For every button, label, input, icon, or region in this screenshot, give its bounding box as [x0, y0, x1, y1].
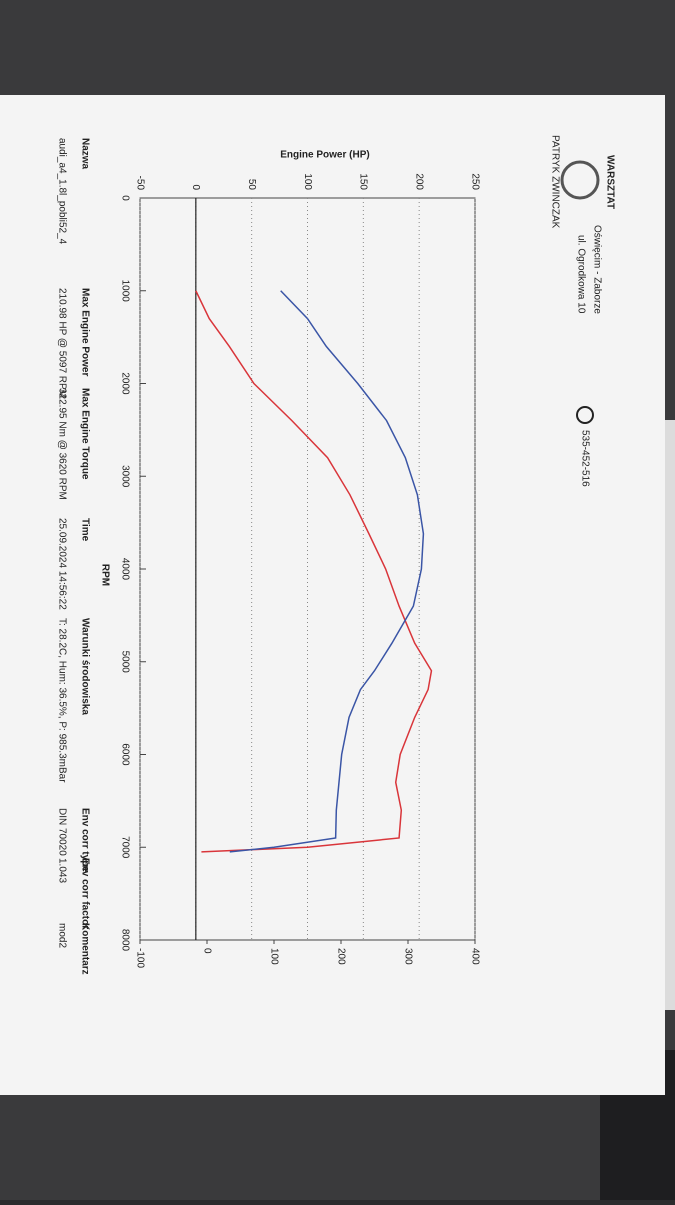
sheet	[0, 95, 665, 1095]
info-value: 25.09.2024 14:56:22	[56, 518, 67, 610]
x-tick-label: 7000	[119, 836, 130, 859]
y2-tick-label: 100	[268, 948, 279, 965]
y-tick-label: 200	[414, 173, 425, 190]
x-tick-label: 3000	[119, 465, 130, 488]
info-header: Time	[79, 518, 90, 542]
y2-tick-label: 0	[201, 948, 212, 954]
info-value: 210.98 HP @ 5097 RPM	[56, 288, 67, 398]
y-axis-title: Engine Power (HP)	[280, 150, 369, 161]
info-header: Komentarz	[79, 923, 90, 975]
y2-tick-label: -100	[134, 948, 145, 968]
y-tick-label: 50	[246, 179, 257, 191]
x-tick-label: 1000	[119, 280, 130, 303]
logo-owner: PATRYK ZWINCZAK	[549, 135, 560, 229]
info-header: Max Engine Power	[79, 288, 90, 376]
y2-tick-label: 200	[335, 948, 346, 965]
x-tick-label: 8000	[119, 929, 130, 952]
x-axis-title: RPM	[99, 564, 110, 586]
paper: WARSZTAT PATRYK ZWINCZAK Oświęcim - Zabo…	[0, 95, 665, 1095]
y-tick-label: 100	[302, 173, 313, 190]
y-tick-label: 250	[469, 173, 480, 190]
y-tick-label: -50	[134, 176, 145, 191]
info-value: T: 28.2C, Hum: 36.5%, P: 985.3mBar	[56, 618, 67, 783]
x-tick-label: 5000	[119, 651, 130, 674]
curve	[229, 290, 425, 853]
info-value: audi_a4_1.8l_pobli52_4	[56, 138, 67, 245]
info-value: 322.95 Nm @ 3620 RPM	[56, 388, 67, 500]
phone: 535-452-516	[579, 430, 590, 487]
info-header: Nazwa	[79, 138, 90, 170]
x-tick-label: 4000	[119, 558, 130, 581]
info-header: Env corr factor	[79, 858, 90, 929]
y2-tick-label: 400	[469, 948, 480, 965]
y-tick-label: 150	[358, 173, 369, 190]
y-tick-label: 0	[190, 184, 201, 190]
location: Oświęcim - Zaborze	[591, 225, 602, 314]
info-header: Env corr type	[79, 808, 90, 872]
info-value: mod2	[56, 923, 67, 948]
info-value: DIN 70020	[56, 808, 67, 856]
address: ul. Ogrodkowa 10	[575, 235, 586, 314]
x-tick-label: 0	[119, 195, 130, 201]
info-header: Warunki środowiska	[79, 618, 90, 715]
phone-icon	[576, 406, 594, 424]
info-value: 1.043	[56, 858, 67, 883]
logo-badge	[560, 160, 600, 200]
x-tick-label: 6000	[119, 743, 130, 766]
logo-text: WARSZTAT	[604, 155, 615, 209]
info-header: Max Engine Torque	[79, 388, 90, 480]
x-tick-label: 2000	[119, 372, 130, 395]
y2-tick-label: 300	[402, 948, 413, 965]
curve	[195, 290, 433, 853]
